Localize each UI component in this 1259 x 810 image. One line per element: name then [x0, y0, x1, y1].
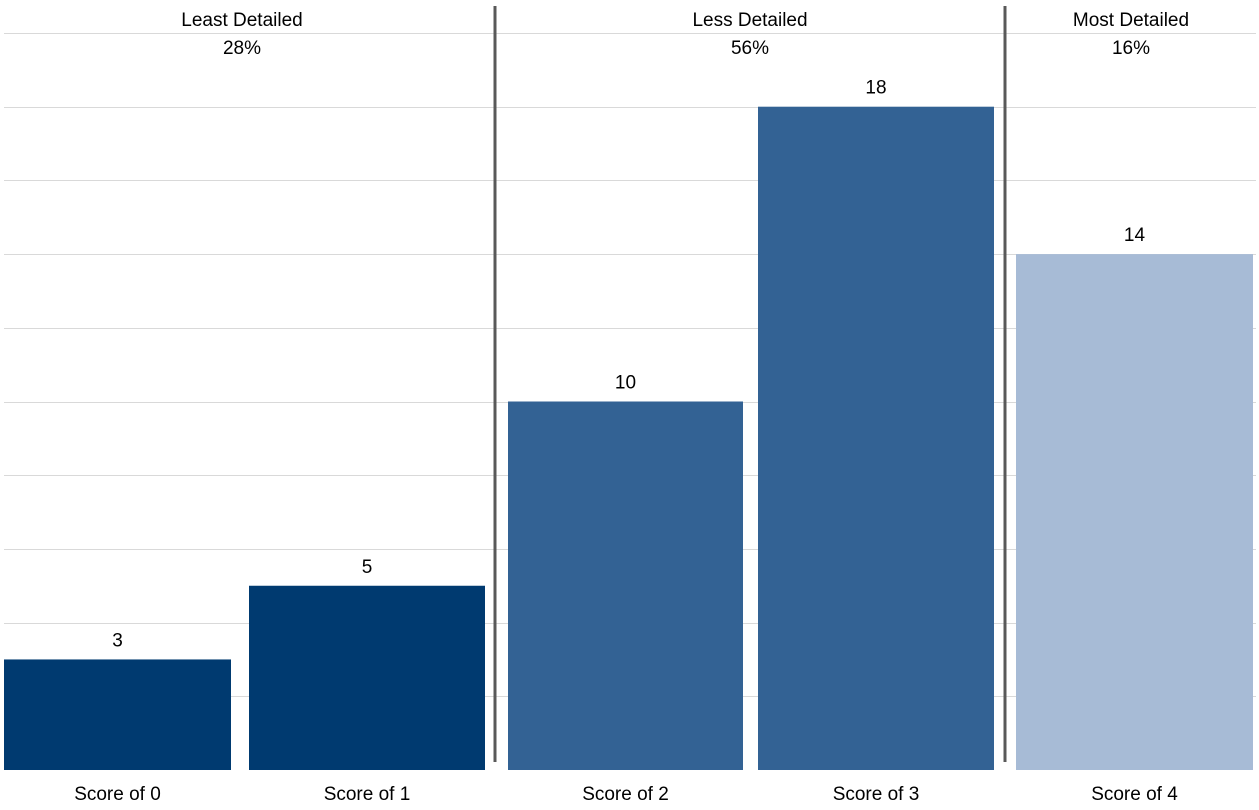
category-label: Score of 4	[1091, 784, 1178, 805]
group-name: Least Detailed	[181, 10, 302, 31]
data-label: 5	[362, 557, 373, 578]
category-label: Score of 1	[324, 784, 411, 805]
bar	[4, 659, 231, 770]
group-percent: 56%	[731, 38, 769, 59]
data-label: 18	[865, 78, 886, 99]
group-percent: 16%	[1112, 38, 1150, 59]
bar	[508, 401, 743, 770]
bar	[249, 585, 485, 770]
group-dividers	[493, 6, 1007, 762]
bar	[758, 106, 994, 770]
data-label: 14	[1124, 225, 1146, 246]
group-name: Most Detailed	[1073, 10, 1189, 31]
data-label: 10	[615, 373, 636, 394]
category-label: Score of 0	[74, 784, 161, 805]
group-name: Less Detailed	[692, 10, 807, 31]
bar	[1016, 254, 1253, 771]
data-label: 3	[112, 630, 123, 651]
category-label: Score of 3	[833, 784, 920, 805]
category-label: Score of 2	[582, 784, 669, 805]
bars	[4, 106, 1253, 771]
labels: 3 Score of 0 5 Score of 1 10 Score of 2 18 Scor…	[74, 10, 1189, 805]
group-percent: 28%	[223, 38, 261, 59]
